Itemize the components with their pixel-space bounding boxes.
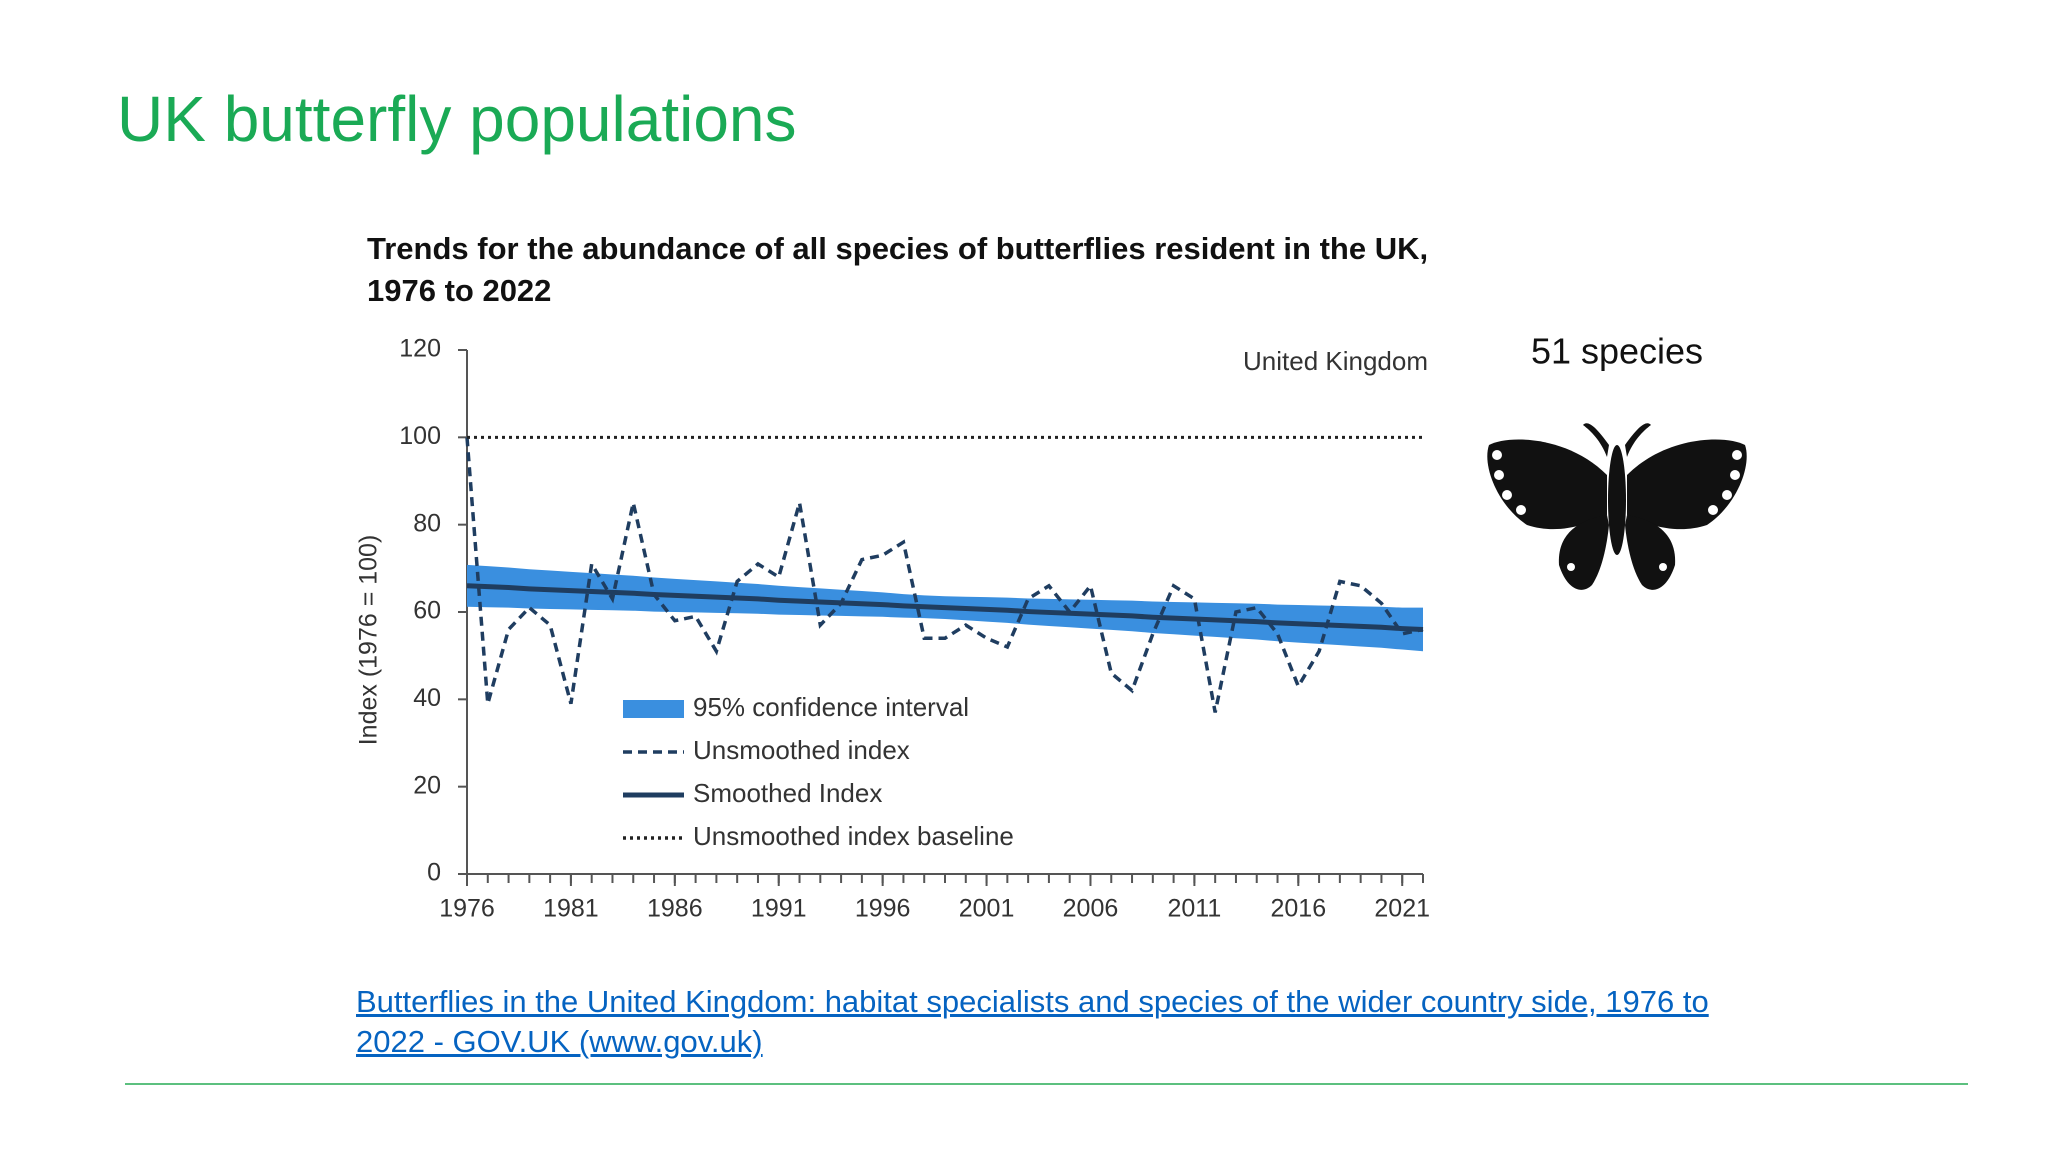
axes: 0 20 40 60 80 100 120 1976 1981 1986 1991 1996 2001 2… bbox=[399, 335, 1430, 923]
y-tick-label: 120 bbox=[399, 335, 441, 363]
x-tick-label: 1976 bbox=[439, 895, 495, 923]
annotation: United Kingdom bbox=[1243, 346, 1428, 376]
y-axis-label: Index (1976 = 100) bbox=[355, 535, 383, 746]
series-line bbox=[465, 437, 1424, 713]
x-tick-label: 1996 bbox=[855, 895, 911, 923]
legend-swatch bbox=[623, 700, 684, 718]
chart-title: Trends for the abundance of all species … bbox=[367, 231, 1429, 308]
x-tick-label: 1991 bbox=[751, 895, 807, 923]
legend: 95% confidence interval Unsmoothed index S… bbox=[623, 692, 1014, 851]
x-tick-label: 2006 bbox=[1063, 895, 1119, 923]
slide-title: UK butterfly populations bbox=[117, 83, 797, 155]
legend-label: Unsmoothed index bbox=[693, 735, 910, 765]
y-tick-label: 0 bbox=[427, 859, 441, 887]
y-tick-label: 100 bbox=[399, 422, 441, 450]
legend-label: 95% confidence interval bbox=[693, 692, 969, 722]
source-link[interactable]: Butterflies in the United Kingdom: habit… bbox=[356, 984, 1709, 1059]
plot bbox=[465, 435, 1424, 713]
x-tick-label: 2016 bbox=[1270, 895, 1326, 923]
y-tick-label: 20 bbox=[413, 771, 441, 799]
legend-label: Smoothed Index bbox=[693, 778, 882, 808]
x-tick-label: 1986 bbox=[647, 895, 703, 923]
y-tick-label: 80 bbox=[413, 509, 441, 537]
x-tick-label: 1981 bbox=[543, 895, 599, 923]
species-label: 51 species bbox=[1531, 331, 1703, 372]
butterfly-icon bbox=[1487, 423, 1747, 590]
legend-label: Unsmoothed index baseline bbox=[693, 821, 1014, 851]
x-tick-label: 2001 bbox=[959, 895, 1015, 923]
x-tick-label: 2021 bbox=[1374, 895, 1430, 923]
x-tick-label: 2011 bbox=[1168, 895, 1222, 923]
y-tick-label: 60 bbox=[413, 597, 441, 625]
y-tick-label: 40 bbox=[413, 684, 441, 712]
series-line bbox=[466, 583, 1424, 632]
